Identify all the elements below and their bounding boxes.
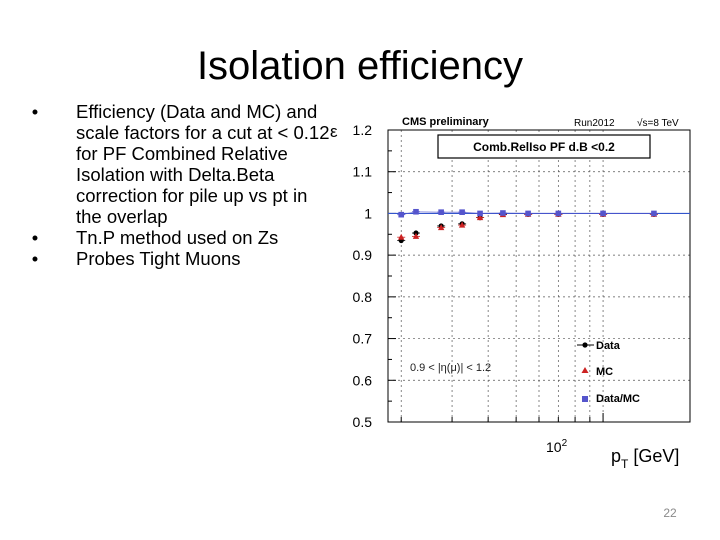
point-mc [458, 221, 466, 228]
bullet-item: • Probes Tight Muons [30, 248, 330, 269]
region-label: 0.9 < |η(μ)| < 1.2 [410, 362, 491, 374]
selection-box [437, 134, 651, 159]
point-data-mc [555, 210, 562, 217]
legend-label-mc: MC [596, 366, 613, 378]
axis-ticks [388, 129, 691, 423]
efficiency-plot: CMS preliminary Run2012 √s=8 TeV Comb.Re… [330, 116, 691, 471]
slide-title: Isolation efficiency [196, 44, 524, 88]
run-label: Run2012 [574, 118, 615, 129]
selection-label: Comb.RelIso PF d.B <0.2 [473, 140, 615, 154]
data-points [397, 208, 658, 244]
y-tick-label: 0.6 [353, 372, 373, 388]
legend-marker-mc [581, 367, 589, 373]
point-mc [476, 214, 484, 221]
x-axis-label-main: p [611, 446, 621, 466]
energy-label: √s=8 TeV [637, 117, 679, 129]
y-tick-label: 0.8 [353, 289, 373, 305]
legend-marker-data [582, 342, 588, 348]
point-data-mc [438, 209, 444, 215]
bullet-text: Probes Tight Muons [76, 248, 241, 269]
bullet-dot: • [31, 227, 39, 248]
x-tick-label-base: 10 [546, 439, 562, 455]
point-data-mc [651, 210, 657, 217]
legend-label-data: Data [596, 340, 621, 352]
y-tick-label: 1.1 [353, 164, 373, 180]
point-data-mc [600, 210, 606, 217]
y-tick-label: 0.9 [353, 247, 373, 263]
x-axis-label-unit: [GeV] [633, 446, 679, 466]
legend-marker-ratio [582, 396, 588, 402]
bullet-dot: • [31, 101, 39, 122]
x-tick-label: 102 [546, 438, 568, 455]
y-axis-label: ε [330, 122, 338, 141]
y-tick-labels: 0.5 0.6 0.7 0.8 0.9 1 1.1 1.2 [353, 122, 373, 430]
point-data-mc [459, 209, 465, 215]
point-mc [437, 224, 445, 231]
page-number: 22 [663, 506, 677, 520]
bullet-dot: • [31, 248, 39, 269]
bullet-text: Efficiency (Data and MC) and scale facto… [76, 101, 330, 227]
y-tick-label: 1.2 [353, 122, 373, 138]
bullet-item: • Tn.P method used on Zs [30, 227, 330, 248]
bullet-item: • Efficiency (Data and MC) and scale fac… [30, 101, 330, 227]
point-mc [398, 233, 405, 240]
x-axis-label-sub: T [621, 457, 629, 471]
point-data-mc [398, 211, 405, 218]
point-data-mc [413, 208, 419, 215]
y-tick-label: 0.5 [353, 414, 373, 430]
x-axis-label: pT [GeV] [611, 446, 679, 471]
point-mc [412, 232, 420, 239]
x-tick-label-exponent: 2 [562, 438, 568, 449]
legend-label-ratio: Data/MC [596, 393, 640, 405]
point-data-mc [477, 210, 483, 217]
y-tick-label: 0.7 [353, 331, 373, 347]
point-data-mc [500, 210, 506, 216]
legend: Data MC Data/MC [577, 340, 640, 405]
bullet-text: Tn.P method used on Zs [76, 227, 279, 248]
y-tick-label: 1 [364, 205, 372, 221]
plot-grid [388, 130, 690, 422]
experiment-label: CMS preliminary [402, 116, 490, 128]
point-data-mc [525, 210, 531, 217]
bullet-list: • Efficiency (Data and MC) and scale fac… [30, 101, 330, 269]
